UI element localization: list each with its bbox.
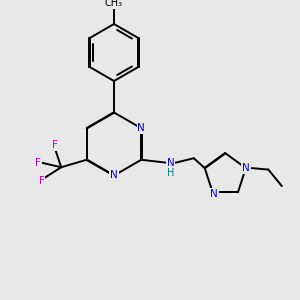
Text: F: F	[52, 140, 58, 150]
Text: F: F	[35, 158, 41, 168]
Text: N: N	[110, 170, 118, 181]
Text: F: F	[39, 176, 45, 186]
Text: N: N	[167, 158, 174, 168]
Text: N: N	[210, 189, 218, 199]
Text: N: N	[137, 123, 145, 133]
Text: N: N	[242, 163, 250, 173]
Text: CH₃: CH₃	[105, 0, 123, 8]
Text: H: H	[167, 168, 174, 178]
